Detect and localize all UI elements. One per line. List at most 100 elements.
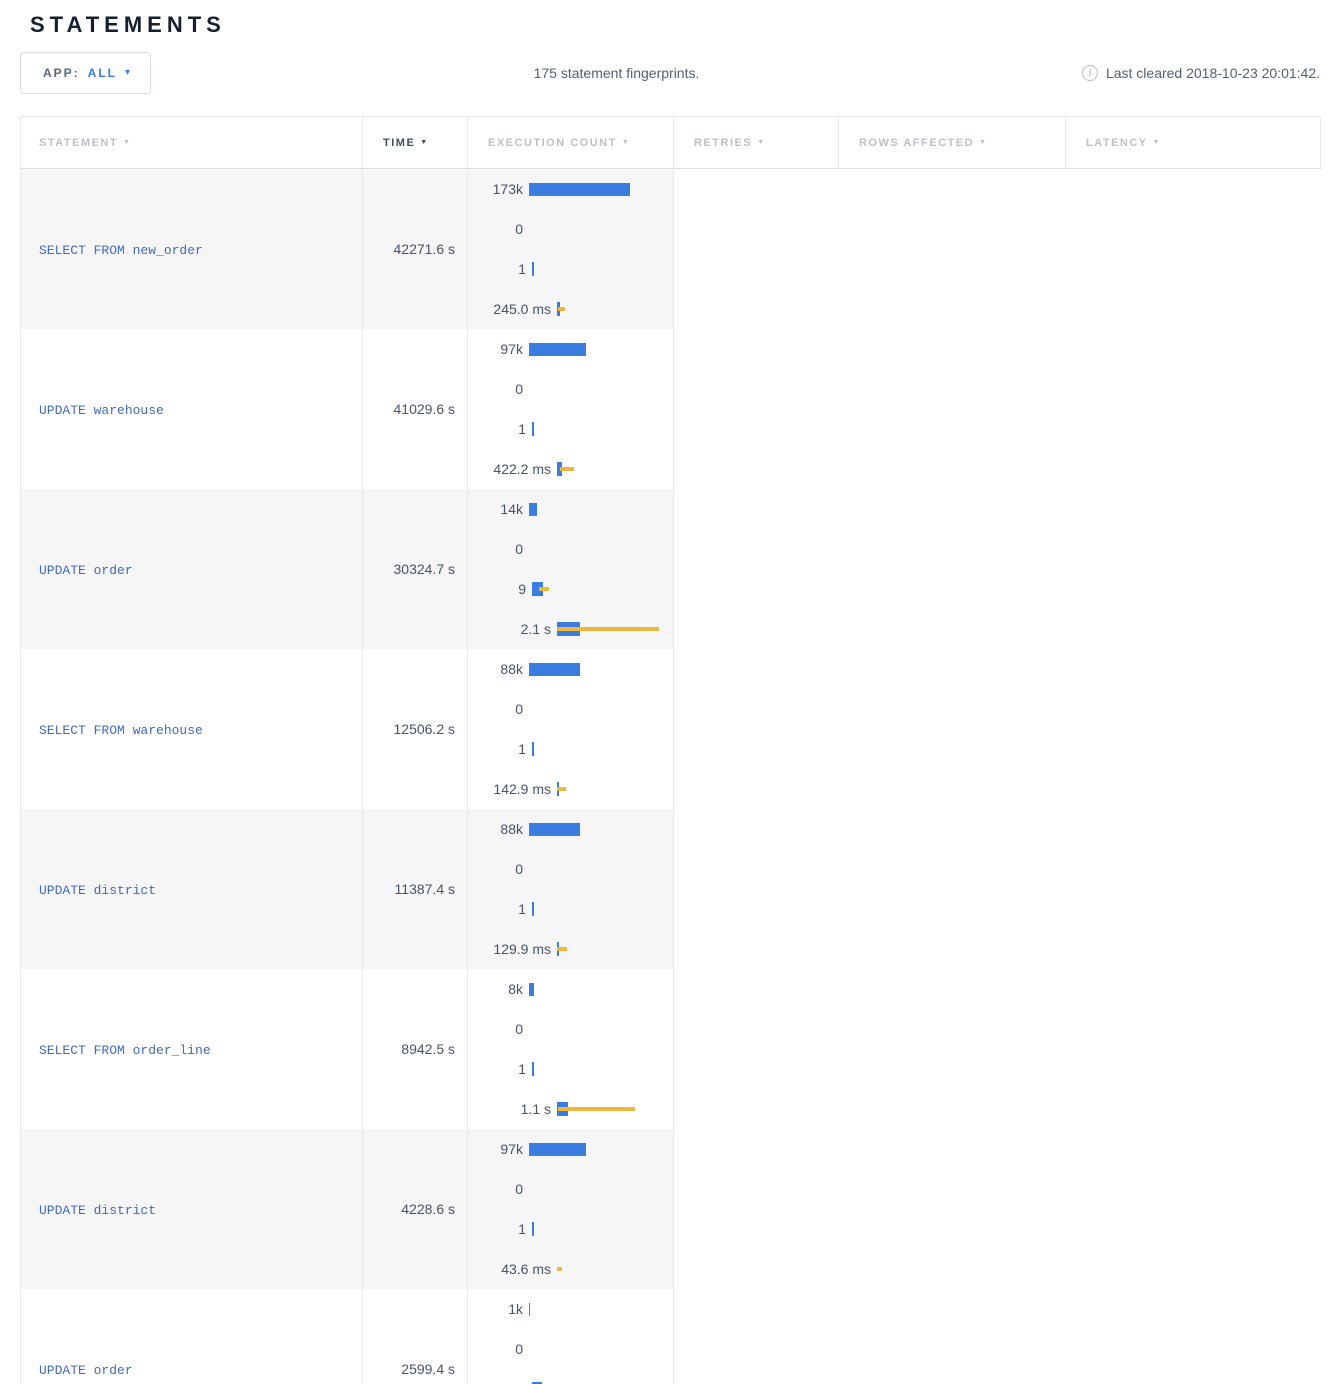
latency-bar-stddev [557,947,567,951]
app-filter-dropdown[interactable]: APP: ALL ▾ [20,52,151,94]
rows-affected-bar [532,422,534,436]
execution-count-value: 14k [468,501,523,517]
execution-count-cell: 8k [468,969,674,1009]
time-value: 2599.4 s [363,1289,468,1384]
execution-count-bar [529,983,534,996]
statement-link[interactable]: UPDATE order [39,563,133,578]
statement-link[interactable]: UPDATE district [39,1203,156,1218]
column-header-statement[interactable]: STATEMENT ▼ [21,117,363,169]
rows-affected-bar-mean [532,902,534,916]
execution-count-bar [529,663,580,676]
execution-count-value: 88k [468,821,523,837]
statement-link[interactable]: SELECT FROM warehouse [39,723,203,738]
statement-cell: UPDATE order [21,1289,363,1384]
execution-count-value: 97k [468,341,523,357]
latency-bar-stddev [560,467,574,471]
execution-count-cell: 14k [468,489,674,529]
chevron-down-icon: ▾ [125,68,130,78]
statement-link[interactable]: SELECT FROM order_line [39,1043,211,1058]
latency-bar [557,1262,562,1276]
column-header-retries[interactable]: RETRIES▼ [674,117,839,169]
app-filter-value: ALL [88,66,117,80]
time-value: 11387.4 s [363,809,468,969]
column-header-execution-count[interactable]: EXECUTION COUNT▼ [468,117,674,169]
latency-value: 245.0 ms [468,301,551,317]
rows-affected-value: 9 [468,581,526,597]
execution-count-bar [529,1303,530,1316]
info-icon[interactable]: i [1082,65,1098,81]
latency-cell: 245.0 ms [468,289,674,329]
rows-affected-bar [532,582,549,596]
statement-link[interactable]: SELECT FROM new_order [39,243,203,258]
time-value: 42271.6 s [363,169,468,330]
execution-count-value: 1k [468,1301,523,1317]
statement-link[interactable]: UPDATE district [39,883,156,898]
statement-link[interactable]: UPDATE warehouse [39,403,164,418]
rows-affected-bar [532,1062,534,1076]
rows-affected-cell: 1 [468,409,674,449]
column-header-rows-affected[interactable]: ROWS AFFECTED▼ [839,117,1066,169]
retries-value: 0 [468,541,523,557]
execution-count-bar [529,1143,586,1156]
latency-bar [557,942,567,956]
retries-cell: 0 [468,849,674,889]
sort-desc-icon: ▼ [123,139,131,146]
execution-count-cell: 88k [468,809,674,849]
rows-affected-bar [532,902,534,916]
latency-bar [557,462,574,476]
rows-affected-cell: 1 [468,729,674,769]
rows-affected-cell: 8 [468,1369,674,1384]
rows-affected-value: 1 [468,421,526,437]
retries-value: 0 [468,221,523,237]
execution-count-bar [529,823,580,836]
column-label-statement: STATEMENT [39,137,118,149]
column-header-latency[interactable]: LATENCY▼ [1066,117,1321,169]
retries-value: 0 [468,701,523,717]
rows-affected-cell: 1 [468,889,674,929]
rows-affected-bar-mean [532,262,534,276]
last-cleared: i Last cleared 2018-10-23 20:01:42. [1082,65,1320,81]
latency-bar [557,622,659,636]
latency-bar-stddev [558,307,565,311]
sort-desc-icon: ▼ [979,139,987,146]
latency-value: 129.9 ms [468,941,551,957]
column-label-retries: RETRIES [694,137,752,149]
rows-affected-cell: 1 [468,249,674,289]
retries-value: 0 [468,861,523,877]
execution-count-bar [529,183,630,196]
execution-count-cell: 97k [468,1129,674,1169]
rows-affected-cell: 1 [468,1209,674,1249]
latency-bar-stddev [557,1267,562,1271]
fingerprint-summary: 175 statement fingerprints. [151,65,1082,81]
rows-affected-bar-mean [532,1382,542,1384]
latency-bar-stddev [558,1107,635,1111]
rows-affected-bar-mean [532,1222,534,1236]
execution-count-cell: 88k [468,649,674,689]
latency-bar [557,1102,635,1116]
retries-cell: 0 [468,529,674,569]
app-filter-label: APP: [43,66,80,80]
retries-value: 0 [468,381,523,397]
rows-affected-bar-mean [532,422,534,436]
execution-count-cell: 1k [468,1289,674,1329]
time-value: 30324.7 s [363,489,468,649]
statement-cell: UPDATE district [21,809,363,969]
statement-link[interactable]: UPDATE order [39,1363,133,1378]
execution-count-value: 8k [468,981,523,997]
execution-count-cell: 173k [468,169,674,209]
latency-cell: 142.9 ms [468,769,674,809]
toolbar: APP: ALL ▾ 175 statement fingerprints. i… [20,52,1320,94]
latency-cell: 1.1 s [468,1089,674,1129]
rows-affected-cell: 9 [468,569,674,609]
retries-cell: 0 [468,689,674,729]
latency-cell: 43.6 ms [468,1249,674,1289]
column-header-time[interactable]: TIME▼ [363,117,468,169]
retries-value: 0 [468,1341,523,1357]
